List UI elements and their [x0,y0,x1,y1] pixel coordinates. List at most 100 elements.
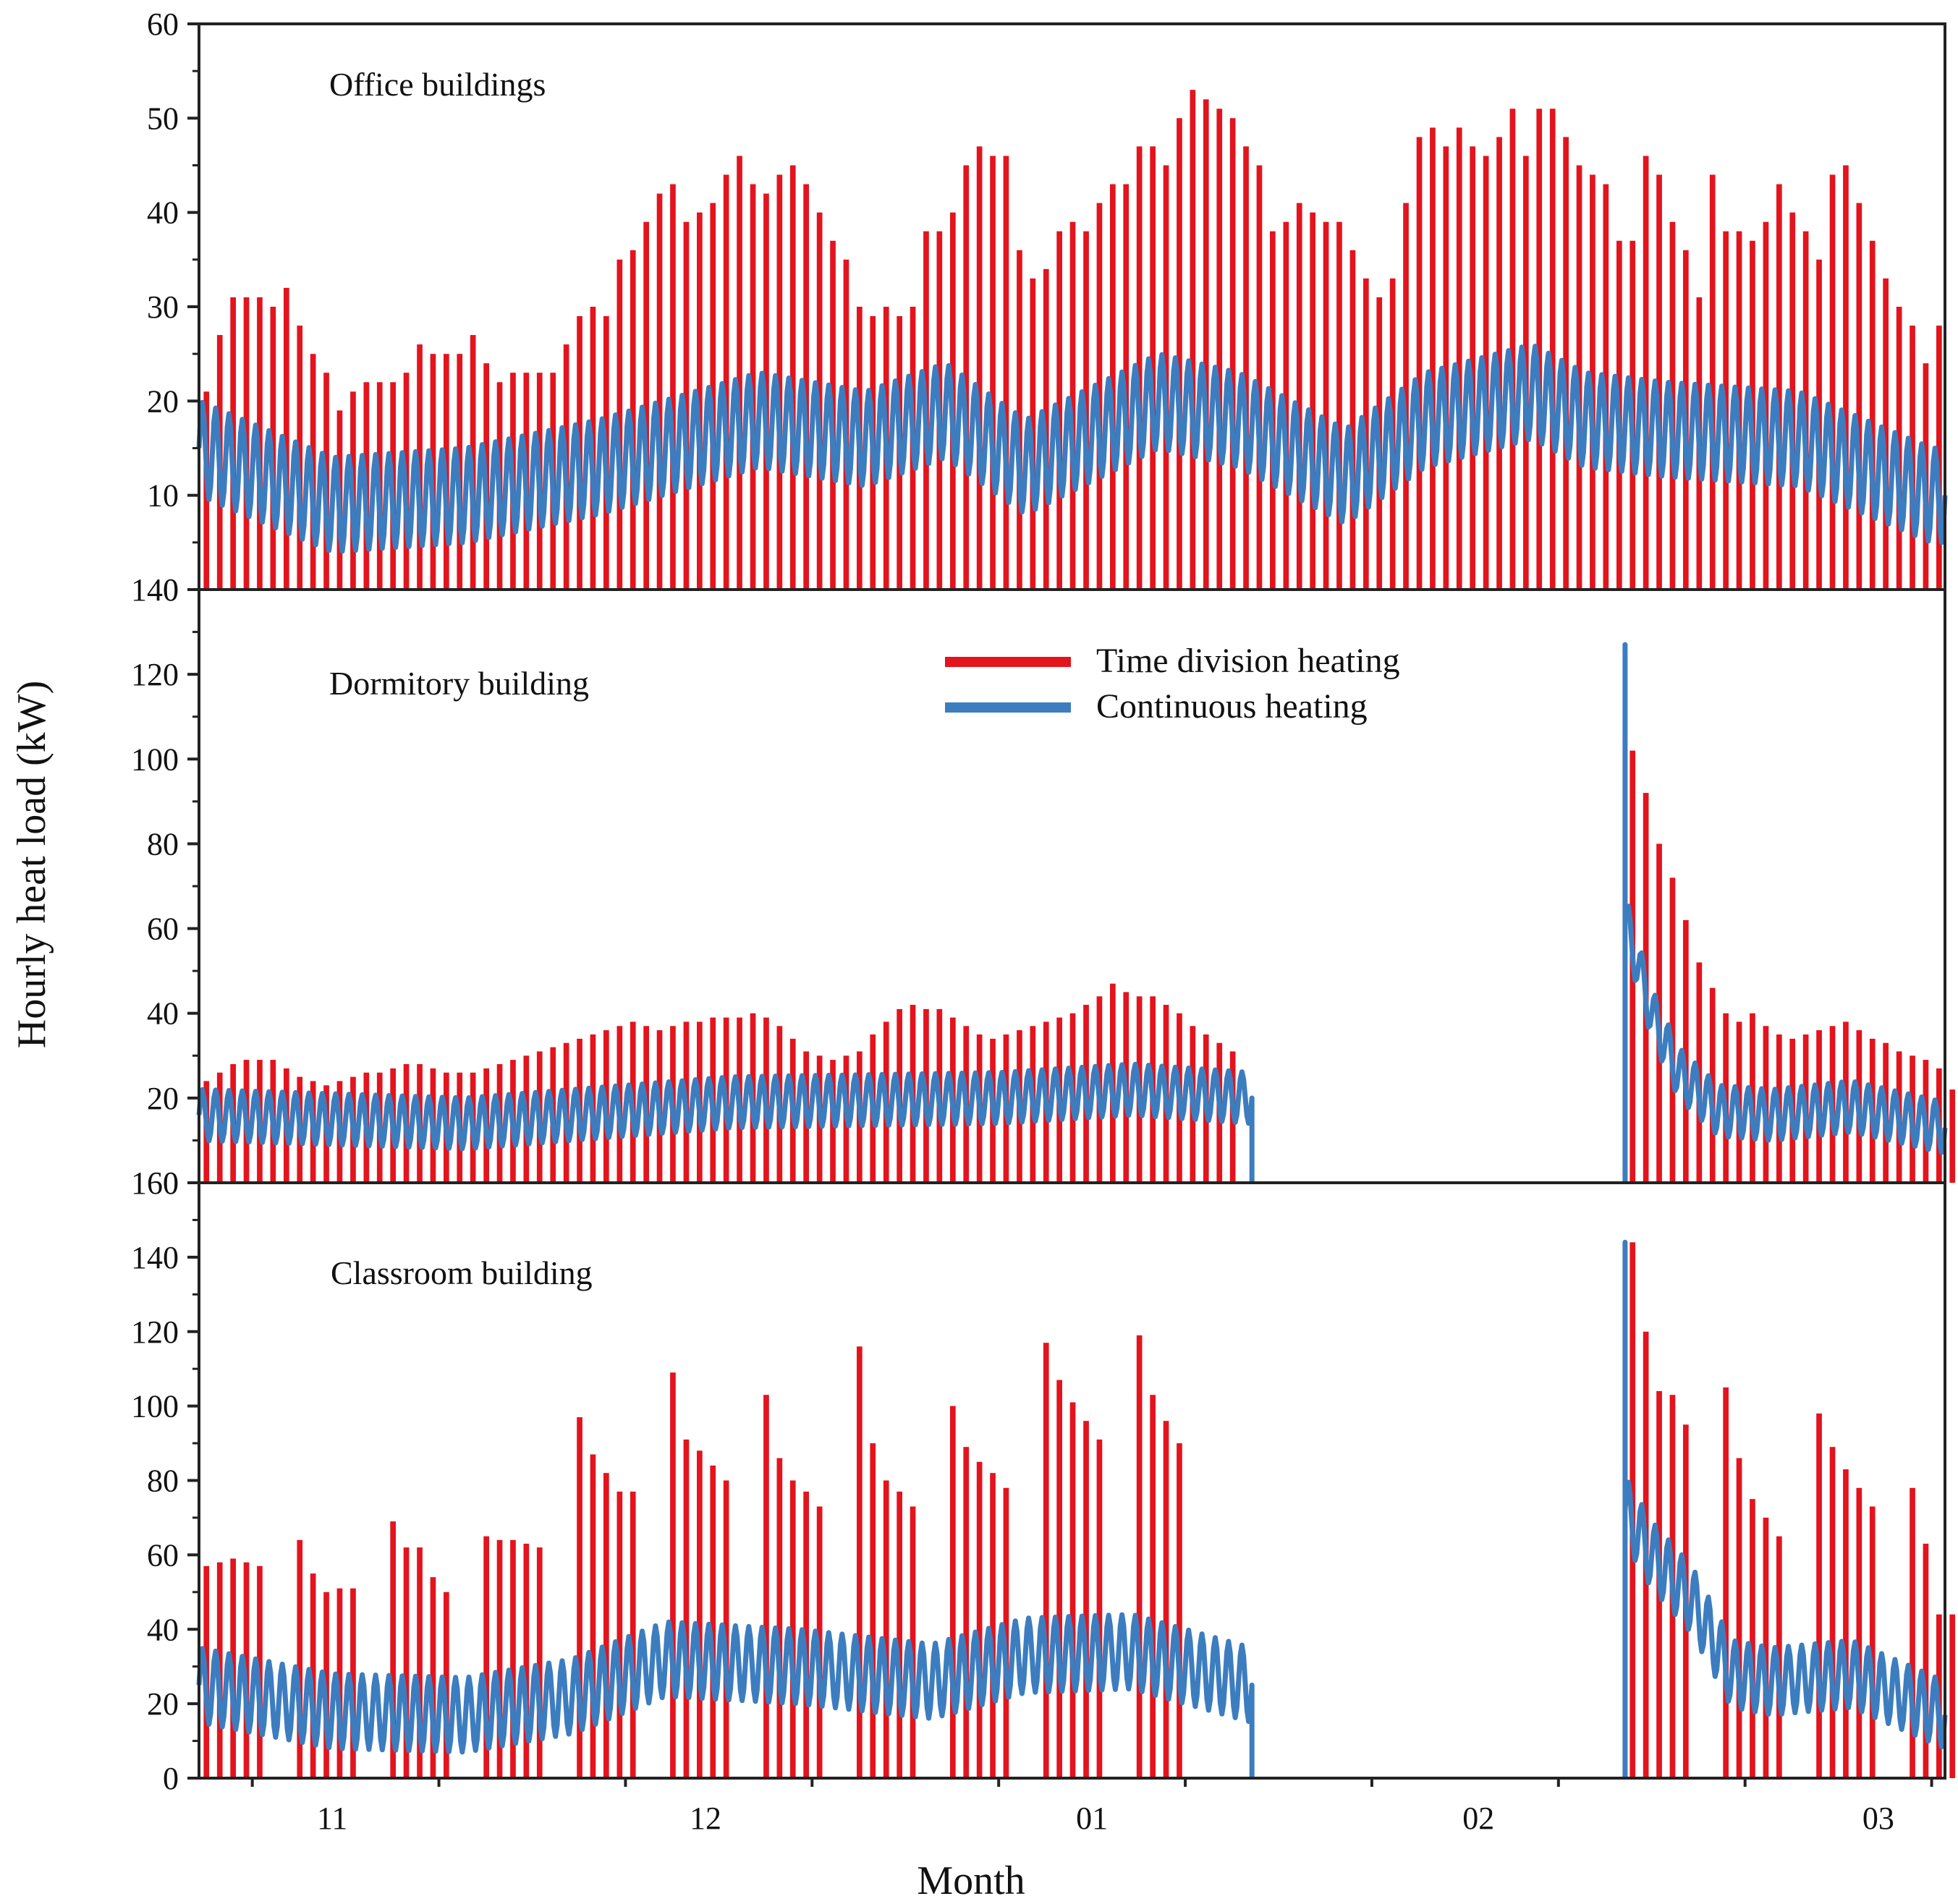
y-tick-label: 140 [131,1240,179,1275]
time-division-spike [1496,137,1502,590]
time-division-spike [1829,174,1836,590]
time-division-spike [1003,156,1009,590]
time-division-spike [1443,146,1449,590]
time-division-spike [1296,203,1302,590]
y-tick-label: 0 [163,572,179,608]
time-division-spike [483,1536,489,1778]
panel-title: Office buildings [329,66,546,103]
time-division-spike [1643,156,1649,590]
time-division-spike [297,1539,303,1778]
time-division-spike [697,1450,703,1778]
time-division-spike [1669,877,1676,1183]
time-division-spike [910,1506,916,1778]
x-tick-label: 11 [317,1801,347,1836]
y-tick-label: 60 [147,7,179,42]
time-division-spike [963,165,970,590]
time-division-spike [963,1447,970,1778]
time-division-spike [670,184,676,590]
x-tick-label: 02 [1462,1801,1494,1836]
time-division-spike [789,165,796,590]
continuous-heating-line [1622,642,1948,1183]
time-division-spike [1949,1089,1956,1183]
panel-3: 0 20 40 60 80 100 120 140 160 Classroom building [131,1165,1956,1796]
time-division-spike [1936,326,1942,590]
time-division-spike [1709,174,1716,590]
time-division-spike [1349,250,1356,590]
y-tick-label: 80 [147,826,179,862]
y-tick-label: 120 [131,657,179,692]
time-division-spike [1736,1458,1742,1778]
time-division-spike [1323,221,1329,590]
time-division-spike [1416,137,1423,590]
time-division-spike [1843,165,1849,590]
x-axis: 11 12 01 02 03 [250,1778,1933,1836]
time-division-spike [656,193,663,590]
panel-2: 0 20 40 60 80 100 120 140 Dormitory building [131,572,1956,1201]
y-tick-label: 20 [147,1081,179,1116]
time-division-spike [1216,109,1223,590]
x-tick-label: 12 [690,1801,721,1836]
y-tick-label: 40 [147,996,179,1032]
continuous-heating-line [196,344,1948,554]
time-division-spike [803,184,809,590]
time-division-spike [1243,146,1249,590]
y-tick-label: 40 [147,195,179,231]
time-division-spike [1069,1402,1076,1778]
y-tick-label: 160 [131,1165,179,1201]
y-tick-label: 140 [131,572,179,608]
time-division-spike [1056,1380,1062,1778]
time-division-spike [1590,174,1595,590]
time-division-spike [1136,1335,1143,1778]
time-division-spike [857,1346,863,1778]
time-division-spike [403,1547,410,1778]
time-division-spike [1096,203,1103,590]
x-tick-label: 03 [1862,1801,1894,1836]
y-tick-label: 120 [131,1314,179,1350]
time-division-spike [523,1543,530,1778]
y-tick-label: 80 [147,1463,179,1499]
time-division-spike [630,1491,636,1778]
time-division-spike [1456,127,1462,590]
time-division-spike [1923,1543,1929,1778]
time-division-spike [803,1491,809,1778]
y-tick-label: 10 [147,478,179,514]
y-tick-label: 0 [163,1165,179,1201]
y-tick-label: 20 [147,1686,179,1722]
time-division-spike [444,1591,449,1778]
time-division-spike [1336,221,1342,590]
time-division-spike [1283,221,1289,590]
time-division-spike [1069,221,1076,590]
y-axis-title: Hourly heat load (kW) [9,681,54,1048]
time-division-spike [417,1547,423,1778]
time-division-spike [670,1372,676,1778]
time-division-spike [1656,174,1662,590]
time-division-spike [1136,146,1143,590]
time-division-spike [1150,1395,1156,1778]
time-division-spike [496,1539,503,1778]
time-division-spike [1403,203,1409,590]
time-division-spike [1869,240,1876,590]
time-division-spike [310,1573,316,1778]
time-division-spike [976,1461,983,1778]
legend-label-continuous: Continuous heating [1096,687,1368,726]
time-division-spike [976,146,983,590]
time-division-spike [1017,250,1022,590]
time-division-spike [336,1588,343,1778]
time-division-spike [710,1465,716,1778]
time-division-spike [1096,1439,1103,1778]
time-division-spike [1549,109,1556,590]
time-division-spike [1910,1487,1915,1778]
time-division-spike [870,1443,876,1778]
time-division-spike [789,1480,796,1778]
time-division-spike [1470,146,1475,590]
time-division-spike [1856,203,1862,590]
time-division-spike [697,212,703,590]
time-division-spike [350,1588,356,1778]
time-division-spike [1816,1413,1822,1778]
panel-title: Classroom building [331,1254,593,1291]
time-division-spike [1856,1487,1862,1778]
time-division-spike [1789,212,1796,590]
time-division-spike [1150,146,1156,590]
legend: Time division heating Continuous heating [945,642,1400,726]
